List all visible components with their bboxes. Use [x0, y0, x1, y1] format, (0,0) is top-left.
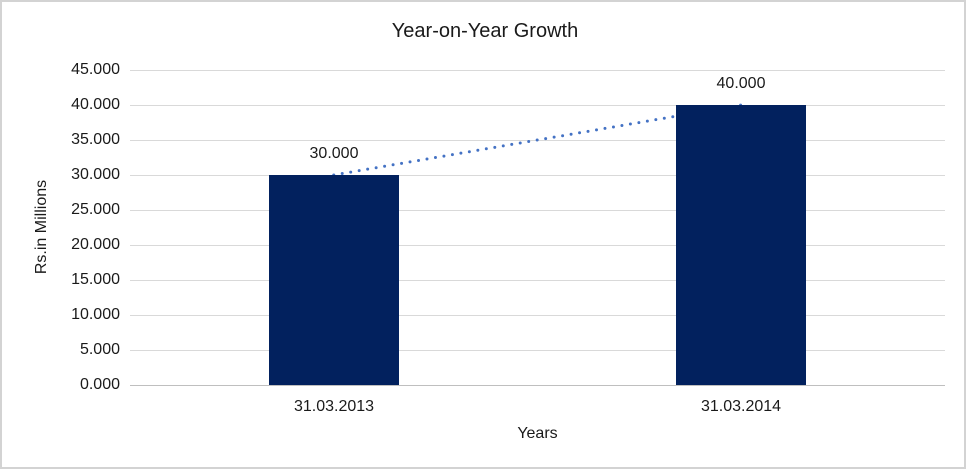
gridline: [130, 280, 945, 281]
gridline: [130, 245, 945, 246]
bar-value-label: 40.000: [716, 75, 766, 92]
gridline: [130, 105, 945, 106]
y-tick-label: 20.000: [71, 236, 120, 253]
plot-area: [130, 70, 945, 386]
bar-value-label: 30.000: [309, 145, 359, 162]
y-tick-label: 35.000: [71, 131, 120, 148]
y-tick-label: 40.000: [71, 96, 120, 113]
gridline: [130, 210, 945, 211]
gridline: [130, 175, 945, 176]
y-tick-label: 30.000: [71, 166, 120, 183]
chart-title: Year-on-Year Growth: [391, 20, 579, 42]
y-tick-label: 15.000: [71, 271, 120, 288]
x-tick-label: 31.03.2013: [293, 398, 375, 415]
gridline: [130, 350, 945, 351]
x-axis-title: Years: [517, 425, 558, 442]
bar: [676, 105, 806, 385]
y-tick-label: 10.000: [71, 306, 120, 323]
x-axis-line: [130, 385, 945, 386]
gridline: [130, 315, 945, 316]
bar: [269, 175, 399, 385]
trendline: [332, 103, 743, 177]
y-tick-label: 0.000: [79, 376, 120, 393]
y-tick-label: 5.000: [79, 341, 120, 358]
y-tick-label: 45.000: [71, 61, 120, 78]
trendline-line: [332, 103, 743, 177]
y-tick-label: 25.000: [71, 201, 120, 218]
x-tick-label: 31.03.2014: [700, 398, 782, 415]
gridline: [130, 70, 945, 71]
y-axis-title: Rs.in Millions: [33, 179, 50, 275]
